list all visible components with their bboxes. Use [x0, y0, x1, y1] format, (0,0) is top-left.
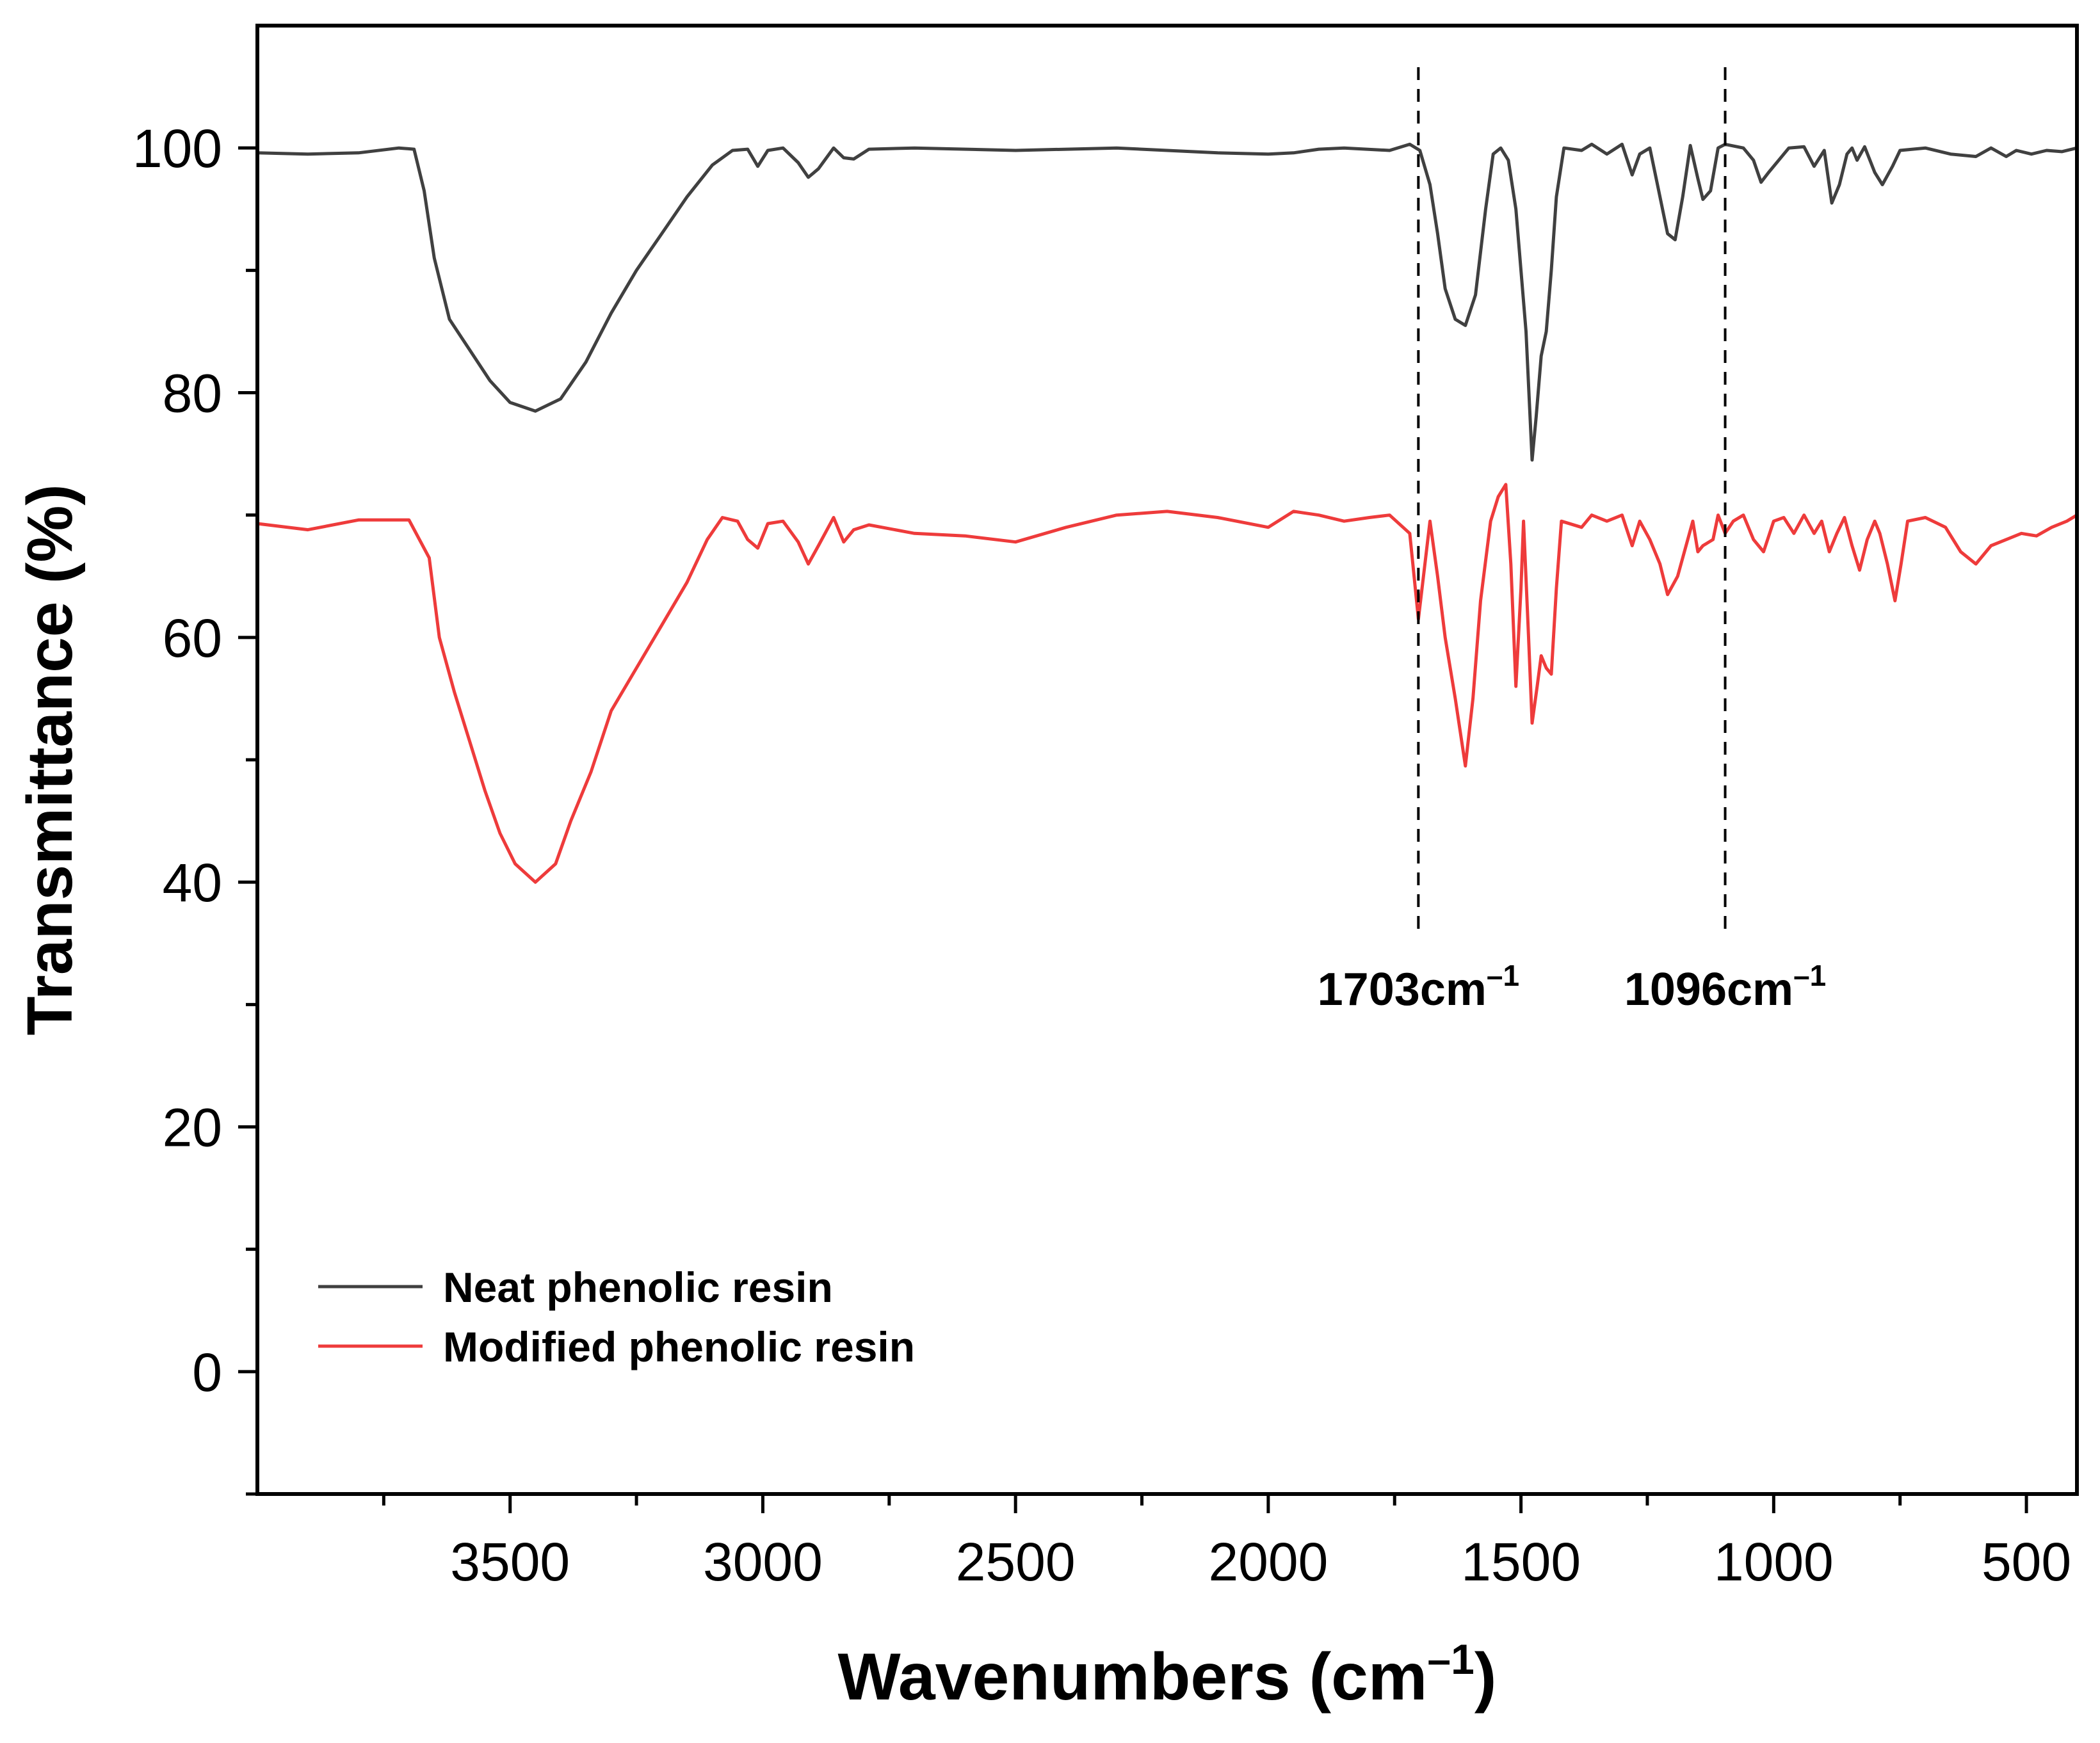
x-tick-label-1500: 1500: [1461, 1532, 1581, 1592]
x-axis-title-main: Wavenumbers (cm: [838, 1640, 1428, 1714]
annotation-label-1703: 1703cm–1: [1318, 959, 1519, 1015]
y-axis-title: Transmittance (%): [14, 484, 86, 1035]
x-tick-label-1000: 1000: [1714, 1532, 1834, 1592]
annotation-label-1096: 1096cm–1: [1624, 959, 1826, 1015]
annotations: 1703cm–1 1096cm–1: [1318, 67, 1826, 1015]
annotation-label-superscript: –1: [1793, 959, 1826, 992]
y-tick-label-40: 40: [163, 853, 222, 913]
x-tick-label-3000: 3000: [703, 1532, 823, 1592]
y-tick-label-80: 80: [163, 364, 222, 424]
legend-label-modified: Modified phenolic resin: [443, 1323, 915, 1370]
y-tick-label-100: 100: [133, 118, 222, 179]
plot-content: [257, 142, 2078, 884]
x-axis-title-superscript: –1: [1427, 1635, 1474, 1683]
y-axis: 0 20 40 60 80 100: [133, 118, 257, 1496]
x-tick-label-3500: 3500: [450, 1532, 570, 1592]
y-tick-label-0: 0: [192, 1342, 222, 1402]
x-tick-label-500: 500: [1982, 1532, 2071, 1592]
x-axis-title-close: ): [1474, 1640, 1497, 1714]
x-tick-label-2000: 2000: [1208, 1532, 1328, 1592]
x-axis-title: Wavenumbers (cm–1): [838, 1635, 1497, 1714]
legend-label-neat: Neat phenolic resin: [443, 1264, 833, 1311]
x-axis: 3500 3000 2500 2000 1500 1000 500: [382, 1494, 2071, 1592]
legend: Neat phenolic resin Modified phenolic re…: [318, 1264, 915, 1370]
annotation-label-main: 1703cm: [1318, 964, 1487, 1015]
annotation-label-main: 1096cm: [1624, 964, 1793, 1015]
annotation-label-superscript: –1: [1487, 959, 1519, 992]
series-line-modified: [257, 483, 2078, 884]
series-line-neat: [257, 142, 2078, 462]
y-tick-label-60: 60: [163, 608, 222, 668]
x-tick-label-2500: 2500: [956, 1532, 1076, 1592]
y-tick-label-20: 20: [163, 1098, 222, 1158]
